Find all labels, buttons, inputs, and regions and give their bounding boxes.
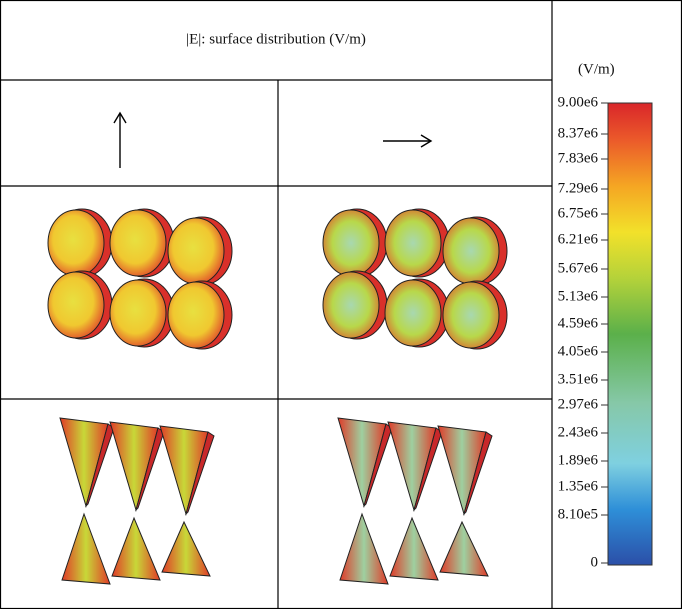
header-title: |E|: surface distribution (V/m) — [186, 31, 366, 47]
disk-face — [110, 280, 166, 346]
prism-array-left — [60, 418, 214, 584]
colorbar-tick-label: 7.29e6 — [558, 180, 599, 196]
disk-face — [48, 210, 104, 276]
colorbar-tick-label: 6.75e6 — [558, 205, 599, 221]
prism-array-right — [338, 418, 492, 584]
disk-face — [168, 218, 224, 284]
colorbar-tick-label: 1.89e6 — [558, 452, 599, 468]
colorbar-tick-label: 7.83e6 — [558, 150, 599, 166]
disk-array-right — [323, 209, 507, 349]
colorbar-tick-label: 5.67e6 — [558, 260, 599, 276]
disk-face — [323, 272, 379, 338]
prism-bottom — [112, 518, 160, 580]
prism-bottom — [162, 522, 210, 576]
colorbar-tick-label: 8.10e5 — [558, 506, 598, 522]
colorbar-ticks: 9.00e6 8.37e6 7.83e6 7.29e6 6.75e6 6.21e6 5.67… — [558, 94, 608, 570]
disk-face — [385, 210, 441, 276]
up-arrow — [114, 113, 126, 168]
prism-bottom — [440, 522, 488, 576]
colorbar-tick-label: 3.51e6 — [558, 371, 599, 387]
colorbar-tick-label: 2.43e6 — [558, 424, 599, 440]
colorbar-tick-label: 1.35e6 — [558, 478, 599, 494]
prism-bottom — [62, 514, 110, 584]
colorbar-unit: (V/m) — [578, 61, 615, 77]
colorbar-tick-label: 2.97e6 — [558, 396, 599, 412]
prism-bottom — [390, 518, 438, 580]
disk-face — [110, 210, 166, 276]
colorbar-tick-label: 9.00e6 — [558, 94, 599, 110]
colorbar-tick-label: 8.37e6 — [558, 125, 599, 141]
colorbar — [608, 103, 652, 565]
disk-face — [385, 280, 441, 346]
colorbar-tick-label: 5.13e6 — [558, 288, 599, 304]
disk-face — [443, 218, 499, 284]
right-arrow — [383, 135, 431, 147]
disk-face — [443, 282, 499, 348]
colorbar-tick-label: 0 — [591, 554, 599, 570]
disk-array-left — [48, 209, 232, 349]
colorbar-tick-label: 6.21e6 — [558, 231, 599, 247]
disk-face — [168, 282, 224, 348]
colorbar-tick-label: 4.05e6 — [558, 343, 599, 359]
disk-face — [48, 272, 104, 338]
figure: |E|: surface distribution (V/m) (V/m) 9.… — [0, 0, 682, 609]
prism-bottom — [340, 514, 388, 584]
disk-face — [323, 210, 379, 276]
colorbar-tick-label: 4.59e6 — [558, 315, 599, 331]
